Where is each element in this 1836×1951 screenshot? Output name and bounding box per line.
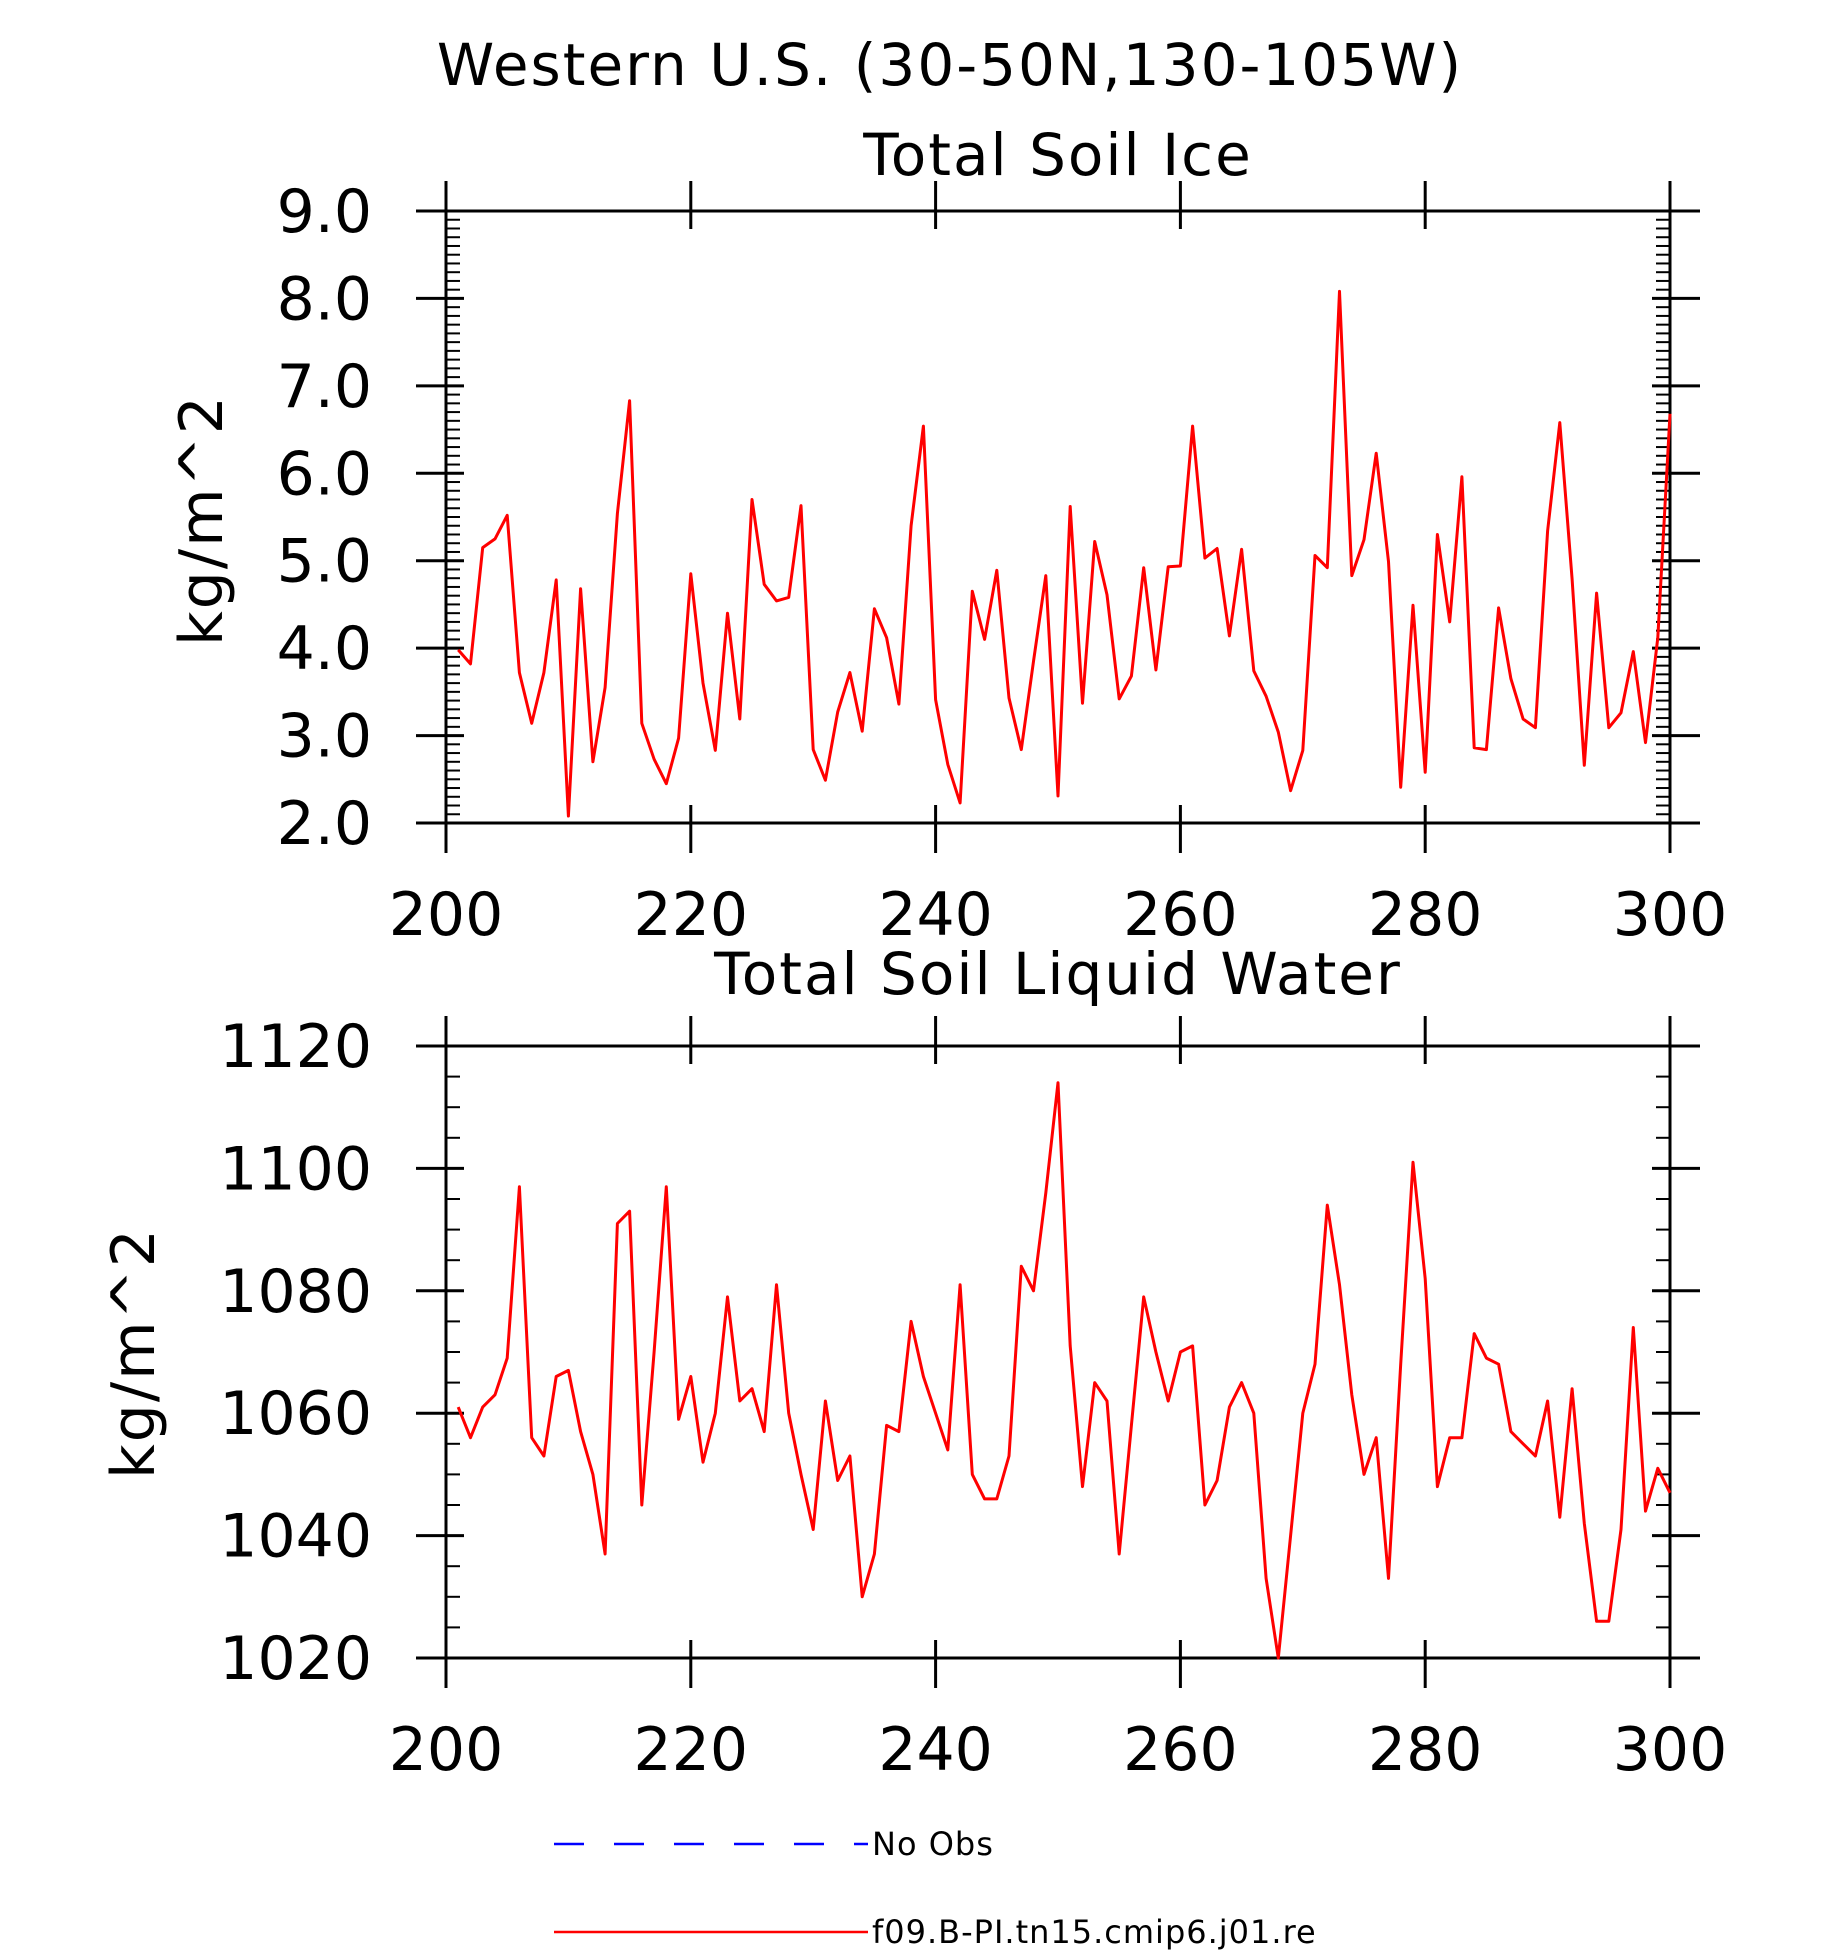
y-tick-label-soil-liquid-water: 1080: [219, 1257, 372, 1327]
y-tick-label-soil-ice: 9.0: [277, 177, 372, 247]
tick-marks-soil-liquid-water: [416, 1016, 1700, 1688]
tick-marks-soil-ice: [416, 181, 1700, 853]
y-tick-label-soil-ice: 4.0: [277, 614, 372, 684]
y-tick-label-soil-liquid-water: 1040: [219, 1502, 372, 1572]
x-tick-label-soil-liquid-water: 200: [389, 1715, 504, 1785]
legend: No Obs f09.B-PI.tn15.cmip6.j01.re: [554, 1825, 1317, 1951]
x-tick-label-soil-ice: 260: [1123, 880, 1238, 950]
plot-frame-soil-ice: [444, 209, 1672, 825]
panel-title-soil-ice: Total Soil Ice: [862, 121, 1253, 189]
x-tick-label-soil-ice: 300: [1613, 880, 1728, 950]
y-tick-label-soil-liquid-water: 1020: [219, 1624, 372, 1694]
legend-model-label: f09.B-PI.tn15.cmip6.j01.re: [872, 1913, 1317, 1951]
y-axis-label-soil-liquid-water: kg/m^2: [99, 1227, 169, 1479]
page-title: Western U.S. (30-50N,130-105W): [437, 31, 1463, 99]
x-tick-label-soil-ice: 280: [1368, 880, 1483, 950]
y-tick-label-soil-ice: 7.0: [277, 352, 372, 422]
y-axis-label-soil-ice: kg/m^2: [167, 394, 237, 646]
x-tick-labels-soil-liquid-water: 200 220 240 260 280 300: [389, 1715, 1728, 1785]
x-tick-label-soil-liquid-water: 280: [1368, 1715, 1483, 1785]
x-tick-label-soil-liquid-water: 240: [878, 1715, 993, 1785]
y-tick-labels-soil-ice: 2.0 3.0 4.0 5.0 6.0 7.0 8.0 9.0: [277, 177, 372, 859]
y-tick-label-soil-liquid-water: 1120: [219, 1012, 372, 1082]
y-tick-label-soil-ice: 2.0: [277, 789, 372, 859]
x-tick-label-soil-liquid-water: 260: [1123, 1715, 1238, 1785]
x-tick-labels-soil-ice: 200 220 240 260 280 300: [389, 880, 1728, 950]
y-tick-label-soil-liquid-water: 1100: [219, 1134, 372, 1204]
panel-soil-liquid-water: Total Soil Liquid Water kg/m^2 102010401…: [99, 940, 1727, 1785]
x-tick-label-soil-liquid-water: 220: [634, 1715, 749, 1785]
y-tick-labels-soil-liquid-water: 1020 1040 1060 1080 1100 1120: [219, 1012, 372, 1694]
y-tick-label-soil-ice: 8.0: [277, 264, 372, 334]
series-line-soil-liquid-water: [456, 1081, 1672, 1660]
x-tick-label-soil-ice: 220: [634, 880, 749, 950]
series-line-soil-ice: [457, 289, 1672, 818]
panel-soil-ice: Total Soil Ice kg/m^2 2.0 3.0 4.0 5.0 6.0 7.0…: [167, 121, 1727, 950]
x-tick-label-soil-liquid-water: 300: [1613, 1715, 1728, 1785]
legend-obs-label: No Obs: [872, 1825, 994, 1863]
y-tick-label-soil-ice: 5.0: [277, 527, 372, 597]
x-tick-label-soil-ice: 240: [878, 880, 993, 950]
y-tick-label-soil-liquid-water: 1060: [219, 1379, 372, 1449]
y-tick-label-soil-ice: 3.0: [277, 702, 372, 772]
plot-frame-soil-liquid-water: [444, 1044, 1672, 1660]
panel-title-soil-liquid-water: Total Soil Liquid Water: [713, 940, 1402, 1008]
x-tick-label-soil-ice: 200: [389, 880, 504, 950]
y-tick-label-soil-ice: 6.0: [277, 439, 372, 509]
